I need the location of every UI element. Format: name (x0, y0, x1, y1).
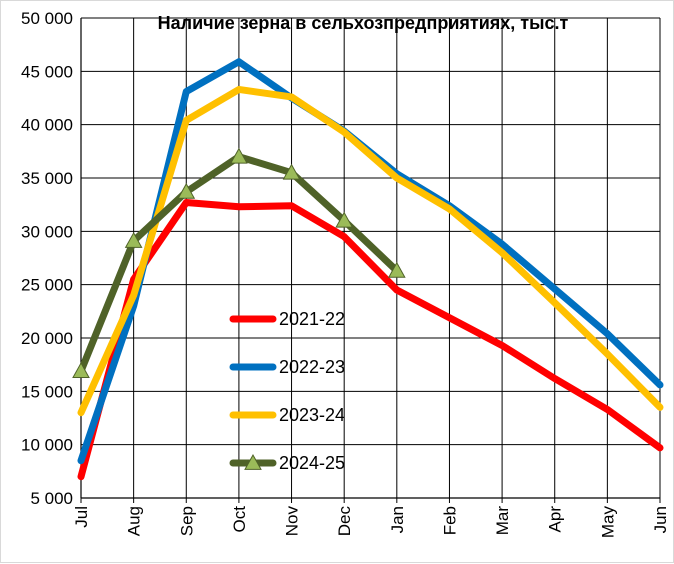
series-lines (72, 58, 664, 481)
legend-item: 2023-24 (229, 405, 345, 425)
x-tick-label: Apr (546, 506, 565, 533)
y-tick-label: 25 000 (21, 276, 73, 295)
legend-item: 2022-23 (229, 357, 345, 377)
legend-label: 2022-23 (279, 357, 345, 377)
series-2021-22 (77, 199, 664, 481)
y-tick-label: 10 000 (21, 436, 73, 455)
x-tick-label: Jan (388, 506, 407, 533)
legend-label: 2024-25 (279, 453, 345, 473)
series-2024-25 (72, 147, 406, 378)
data-point-marker (282, 163, 301, 180)
data-point-marker (335, 211, 354, 228)
legend-label: 2021-22 (279, 309, 345, 329)
legend-label: 2023-24 (279, 405, 345, 425)
data-point-marker (72, 362, 90, 378)
x-tick-label: Aug (125, 506, 144, 536)
x-tick-label: Oct (230, 506, 249, 533)
x-tick-label: Sep (177, 506, 196, 536)
series-line (77, 199, 664, 481)
data-point-marker (177, 182, 196, 199)
y-tick-label: 50 000 (21, 9, 73, 28)
x-tick-label: May (598, 506, 617, 539)
x-tick-label: Jul (72, 506, 91, 528)
legend-item: 2021-22 (229, 309, 345, 329)
legend-item: 2024-25 (229, 453, 345, 473)
series-line (77, 85, 664, 417)
y-tick-label: 30 000 (21, 222, 73, 241)
legend: 2021-22 2022-23 2023-24 2024-25 (229, 309, 345, 473)
y-tick-label: 35 000 (21, 169, 73, 188)
data-point-marker (387, 261, 406, 278)
axes (80, 18, 660, 499)
x-tick-label: Feb (440, 506, 459, 535)
legend-marker (244, 453, 262, 470)
x-tick-label: Jun (651, 506, 670, 533)
x-tick-label: Nov (283, 506, 302, 537)
y-tick-label: 5 000 (30, 489, 73, 508)
data-point-marker (230, 147, 248, 164)
y-tick-labels: 5 000 10 000 15 000 20 000 25 000 30 000 35 00… (21, 9, 73, 508)
y-tick-label: 45 000 (21, 62, 73, 81)
y-tick-label: 15 000 (21, 382, 73, 401)
y-tick-label: 20 000 (21, 329, 73, 348)
data-point-marker (124, 231, 143, 248)
chart-title: Наличие зерна в сельхозпредприятиях, тыс… (158, 13, 569, 33)
x-tick-labels: Jul Aug Sep Oct Nov Dec Jan Feb Mar Apr May Jun (72, 506, 670, 539)
x-tick-label: Mar (493, 506, 512, 536)
x-tick-label: Dec (335, 506, 354, 537)
y-tick-label: 40 000 (21, 116, 73, 135)
series-2023-24 (77, 85, 664, 417)
